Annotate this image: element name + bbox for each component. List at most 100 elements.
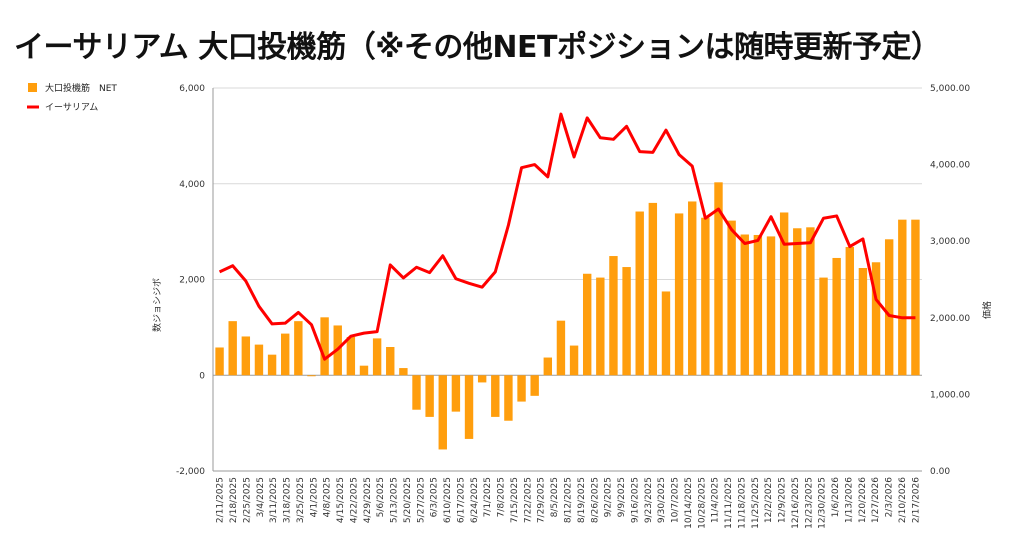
x-tick-label: 6/17/2025 — [456, 477, 466, 523]
right-tick-label: 4,000.00 — [930, 161, 970, 171]
bar — [491, 375, 500, 417]
bar — [281, 333, 290, 376]
bar — [569, 345, 579, 376]
legend-label: イーサリアム — [45, 102, 98, 113]
x-tick-label: 1/20/2026 — [858, 477, 868, 523]
bar — [688, 201, 697, 376]
bar — [766, 236, 776, 376]
bar — [714, 182, 723, 376]
x-tick-label: 4/22/2025 — [349, 477, 359, 523]
left-axis: -2,000 0 2,000 4,000 6,000 — [176, 84, 205, 477]
x-axis: 2/11/2025 2/18/2025 2/25/2025 3/4/2025 3/11/… — [216, 477, 922, 529]
bar — [241, 336, 251, 376]
x-tick-label: 11/18/2025 — [737, 477, 747, 529]
bar — [372, 338, 382, 376]
bar — [701, 217, 710, 376]
x-tick-label: 10/28/2025 — [697, 477, 707, 529]
bar — [386, 347, 395, 376]
bar — [543, 357, 553, 376]
x-tick-label: 9/30/2025 — [657, 477, 667, 523]
x-tick-label: 9/9/2025 — [617, 477, 627, 517]
bar-series — [215, 182, 920, 450]
bar — [819, 277, 828, 376]
bar — [609, 256, 618, 376]
bar — [911, 219, 920, 376]
left-tick-label: 2,000 — [179, 276, 205, 286]
bar — [412, 375, 421, 410]
bar — [307, 375, 316, 377]
bar — [517, 375, 526, 402]
bar — [215, 347, 224, 376]
x-tick-label: 8/5/2025 — [550, 477, 560, 517]
bar — [399, 368, 408, 376]
x-tick-label: 4/29/2025 — [363, 477, 373, 523]
x-tick-label: 4/1/2025 — [309, 477, 319, 517]
bar — [294, 321, 303, 376]
x-tick-label: 12/9/2025 — [778, 477, 788, 523]
bar — [661, 291, 671, 376]
bar — [596, 277, 605, 376]
bar — [320, 317, 329, 376]
line-series — [218, 112, 916, 361]
x-tick-label: 5/13/2025 — [390, 477, 400, 523]
x-tick-label: 2/18/2025 — [229, 477, 239, 523]
bar — [858, 268, 868, 376]
bar — [648, 202, 658, 376]
bar — [530, 375, 539, 396]
bar — [582, 273, 592, 376]
x-tick-label: 7/15/2025 — [510, 477, 520, 523]
bar — [806, 227, 815, 376]
bar — [674, 213, 684, 376]
x-tick-label: 1/6/2026 — [831, 477, 841, 518]
x-tick-label: 9/23/2025 — [644, 477, 654, 523]
x-tick-label: 3/18/2025 — [283, 477, 293, 523]
chart-title: イーサリアム 大口投機筋（※その他NETポジションは随時更新予定） — [14, 30, 941, 65]
left-tick-label: 6,000 — [179, 84, 205, 94]
bar — [635, 211, 644, 376]
bar — [267, 354, 277, 376]
x-tick-label: 6/24/2025 — [470, 477, 480, 523]
x-tick-label: 7/29/2025 — [537, 477, 547, 523]
x-tick-label: 4/8/2025 — [323, 477, 333, 517]
bar — [779, 212, 789, 376]
legend: 大口投機筋 NET イーサリアム — [27, 82, 117, 113]
x-tick-label: 4/15/2025 — [336, 477, 346, 523]
x-tick-label: 6/3/2025 — [430, 477, 440, 517]
bar — [425, 375, 434, 417]
x-tick-label: 3/25/2025 — [296, 477, 306, 523]
x-tick-label: 3/4/2025 — [256, 477, 266, 517]
legend-bar-swatch — [28, 83, 37, 92]
x-tick-label: 2/25/2025 — [242, 477, 252, 523]
x-tick-label: 8/26/2025 — [590, 477, 600, 523]
left-tick-label: 4,000 — [179, 180, 205, 190]
x-tick-label: 12/2/2025 — [764, 477, 774, 523]
x-tick-label: 8/19/2025 — [577, 477, 587, 523]
bar — [359, 365, 369, 376]
x-tick-label: 9/16/2025 — [630, 477, 640, 523]
left-tick-label: -2,000 — [176, 467, 205, 477]
right-tick-label: 3,000.00 — [930, 237, 970, 247]
x-tick-label: 12/23/2025 — [804, 477, 814, 529]
x-tick-label: 10/7/2025 — [671, 477, 681, 523]
bar — [228, 321, 237, 376]
x-tick-label: 2/17/2026 — [911, 477, 921, 523]
bar — [740, 234, 749, 376]
x-tick-label: 8/12/2025 — [564, 477, 574, 523]
bar — [871, 262, 881, 376]
bar — [346, 336, 356, 376]
bar — [832, 257, 841, 376]
right-tick-label: 2,000.00 — [930, 314, 970, 324]
bar — [753, 234, 763, 376]
right-tick-label: 0.00 — [930, 467, 950, 477]
bar — [793, 228, 802, 376]
bar — [451, 375, 461, 412]
x-tick-label: 11/4/2025 — [711, 477, 721, 523]
x-tick-label: 2/10/2026 — [898, 477, 908, 523]
x-tick-label: 7/1/2025 — [483, 477, 493, 517]
x-tick-label: 11/25/2025 — [751, 477, 761, 529]
bar — [727, 220, 736, 376]
x-tick-label: 5/20/2025 — [403, 477, 413, 523]
x-tick-label: 7/8/2025 — [497, 477, 507, 517]
x-tick-label: 10/14/2025 — [684, 477, 694, 529]
